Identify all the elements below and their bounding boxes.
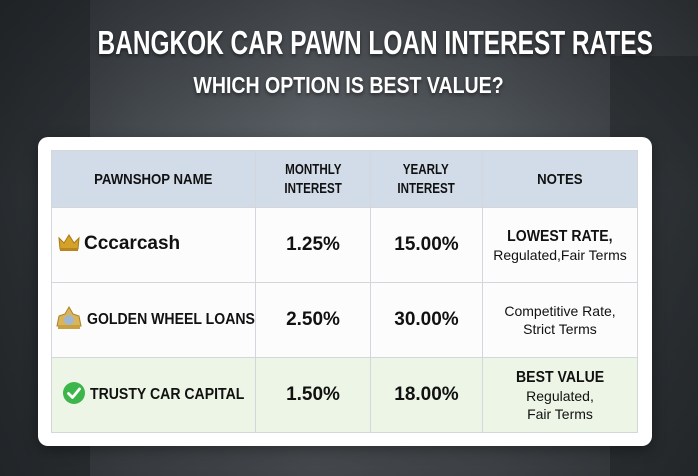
header-monthly: MONTHLY INTEREST bbox=[255, 150, 371, 208]
pawnshop-name: TRUSTY CAR CAPITAL bbox=[90, 386, 245, 404]
subtitle-row: WHICH OPTION IS BEST VALUE? bbox=[0, 72, 698, 98]
monthly-rate: 1.50% bbox=[255, 357, 371, 433]
comparison-card: PAWNSHOP NAME MONTHLY INTEREST YEARLY INTE… bbox=[38, 137, 652, 446]
table-header: PAWNSHOP NAME MONTHLY INTEREST YEARLY INTE… bbox=[51, 150, 638, 208]
header-notes: NOTES bbox=[482, 150, 638, 208]
rates-table: PAWNSHOP NAME MONTHLY INTEREST YEARLY INTE… bbox=[51, 150, 638, 433]
check-circle-icon bbox=[62, 381, 86, 410]
temple-crest-icon bbox=[55, 305, 83, 335]
yearly-rate: 30.00% bbox=[370, 282, 483, 358]
header-name: PAWNSHOP NAME bbox=[51, 150, 256, 208]
title-row: BANGKOK CAR PAWN LOAN INTEREST RATES bbox=[0, 24, 698, 62]
table-row: Cccarcash 1.25% 15.00% LOWEST RATE, Regul… bbox=[51, 207, 638, 283]
table-row: GOLDEN WHEEL LOANS 2.50% 30.00% Competit… bbox=[51, 282, 638, 358]
notes: Competitive Rate, Strict Terms bbox=[482, 282, 638, 358]
pawnshop-name: GOLDEN WHEEL LOANS bbox=[87, 311, 255, 329]
header-yearly: YEARLY INTEREST bbox=[370, 150, 483, 208]
yearly-rate: 18.00% bbox=[370, 357, 483, 433]
notes: BEST VALUE Regulated, Fair Terms bbox=[482, 357, 638, 433]
crown-icon bbox=[58, 233, 80, 257]
table-row-highlighted: TRUSTY CAR CAPITAL 1.50% 18.00% BEST VAL… bbox=[51, 357, 638, 433]
page-title: BANGKOK CAR PAWN LOAN INTEREST RATES bbox=[97, 24, 653, 61]
page-subtitle: WHICH OPTION IS BEST VALUE? bbox=[193, 72, 505, 98]
monthly-rate: 2.50% bbox=[255, 282, 371, 358]
yearly-rate: 15.00% bbox=[370, 207, 483, 283]
notes: LOWEST RATE, Regulated,Fair Terms bbox=[482, 207, 638, 283]
pawnshop-name: Cccarcash bbox=[84, 233, 181, 255]
monthly-rate: 1.25% bbox=[255, 207, 371, 283]
